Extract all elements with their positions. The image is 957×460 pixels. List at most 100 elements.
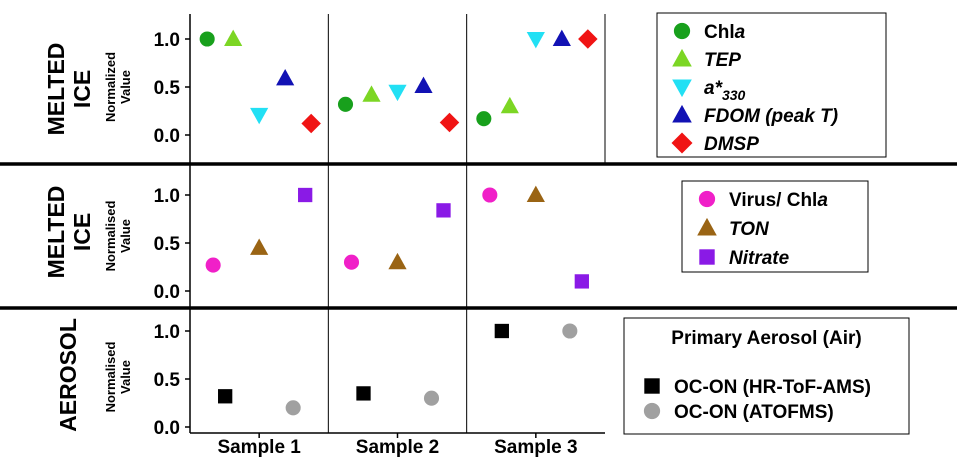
legend-label-subscript: 330: [722, 87, 746, 103]
legend-label: FDOM (peak T): [704, 106, 838, 127]
row-title-line: MELTED: [43, 186, 69, 279]
legend-label-text: Virus/ Chl: [729, 190, 817, 211]
legend-label: TON: [729, 219, 770, 240]
row-title: MELTEDICE: [43, 186, 95, 279]
legend-marker: [698, 190, 716, 208]
y-axis-label-line: Value: [118, 360, 133, 394]
data-point: [356, 386, 371, 401]
legend-label: OC-ON (ATOFMS): [674, 402, 834, 423]
legend-label-text: OC-ON (ATOFMS): [674, 402, 834, 423]
legend-label-text: TEP: [704, 50, 741, 71]
x-tick-label: Sample 2: [356, 437, 439, 458]
y-axis-label: NormalisedValue: [103, 201, 133, 272]
y-axis-label-line: Normalized: [103, 52, 118, 122]
data-point: [552, 29, 571, 47]
x-tick-label: Sample 1: [217, 437, 301, 458]
legend-marker: [697, 217, 717, 236]
row-title: AEROSOL: [55, 318, 81, 432]
y-tick-label: 0.0: [154, 282, 180, 303]
legend-marker: [643, 402, 661, 420]
data-point: [476, 111, 492, 127]
y-tick-label: 0.5: [154, 78, 181, 99]
data-point: [276, 69, 295, 86]
legend-label-text: FDOM (peak T): [704, 106, 838, 127]
y-tick-label: 0.0: [154, 126, 180, 147]
y-tick-label: 1.0: [154, 322, 180, 343]
legend-label: Chla: [704, 22, 746, 43]
legend-top: Chla TEP a*330 FDOM (peak T) DMSP: [656, 12, 887, 158]
data-point: [562, 323, 578, 339]
data-point: [500, 96, 519, 114]
legend-label-italic: a: [735, 22, 746, 43]
legend-bottom: Primary Aerosol (Air) OC-ON (HR-ToF-AMS) O…: [623, 317, 910, 435]
data-point: [526, 31, 545, 49]
legend-box: [656, 12, 887, 158]
y-axis-label-line: Value: [118, 70, 133, 104]
y-axis-label-line: Normalised: [103, 342, 118, 413]
legend-label-text: Chl: [704, 22, 735, 43]
legend-marker: [671, 132, 693, 154]
legend-label: DMSP: [704, 134, 759, 155]
data-point: [285, 400, 301, 416]
legend-marker: [673, 22, 691, 40]
x-tick-label: Sample 3: [494, 437, 577, 458]
data-point: [250, 107, 269, 125]
legend-label: Virus/ Chla: [729, 190, 828, 211]
y-axis-label: NormalisedValue: [103, 342, 133, 413]
row-title-line: AEROSOL: [55, 318, 81, 432]
data-point: [388, 84, 407, 102]
legend-middle: Virus/ Chla TON Nitrate: [681, 180, 869, 273]
panel-bottom: 0.0 0.5 1.0 AEROSOL NormalisedValue: [55, 318, 578, 439]
legend-label: Nitrate: [729, 248, 790, 269]
legend-marker: [672, 79, 692, 98]
legend-label-text: OC-ON (HR-ToF-AMS): [674, 377, 871, 398]
data-point: [436, 203, 451, 218]
legend-label-text: DMSP: [704, 134, 759, 155]
data-point: [414, 76, 433, 94]
y-tick-label: 0.5: [154, 234, 181, 255]
panel-top: 0.0 0.5 1.0 MELTEDICE NormalizedValue: [43, 29, 598, 147]
legend-label-italic: a: [817, 190, 828, 211]
legend-label-text: TON: [729, 219, 770, 240]
panel-middle: 0.0 0.5 1.0 MELTEDICE NormalisedValue: [43, 186, 589, 303]
y-tick-label: 0.5: [154, 370, 181, 391]
row-title-line: ICE: [69, 213, 95, 251]
y-axis-label: NormalizedValue: [103, 52, 133, 122]
legend-label: TEP: [704, 50, 741, 71]
legend-marker: [672, 104, 692, 123]
legend-marker: [644, 378, 660, 394]
legend-label-text: a*: [704, 78, 724, 99]
legend-label-text: Nitrate: [729, 248, 790, 269]
y-tick-label: 0.0: [154, 418, 180, 439]
data-point: [526, 185, 545, 203]
data-point: [482, 187, 498, 203]
row-title-line: MELTED: [43, 43, 69, 136]
y-tick-label: 1.0: [154, 30, 180, 51]
legend-marker: [699, 249, 715, 265]
data-point: [343, 254, 360, 270]
data-point: [439, 112, 460, 133]
data-point: [423, 390, 440, 406]
row-title-line: ICE: [69, 70, 95, 108]
y-tick-label: 1.0: [154, 186, 180, 207]
legend-label: a*330: [704, 78, 746, 103]
data-point: [298, 187, 313, 203]
legend-label: OC-ON (HR-ToF-AMS): [674, 377, 871, 398]
data-point: [218, 389, 233, 404]
row-title: MELTEDICE: [43, 43, 95, 136]
data-point: [388, 252, 407, 270]
y-axis-label-line: Normalised: [103, 201, 118, 272]
legend-marker: [672, 48, 692, 67]
data-point: [494, 323, 509, 339]
y-axis-label-line: Value: [118, 219, 133, 253]
legend-box: [623, 317, 910, 435]
data-point: [301, 113, 321, 134]
data-point: [205, 257, 221, 273]
data-point: [337, 96, 354, 112]
data-point: [362, 85, 381, 102]
data-point: [574, 274, 589, 289]
panel-frame: Sample 1 Sample 2 Sample 3: [0, 14, 957, 458]
